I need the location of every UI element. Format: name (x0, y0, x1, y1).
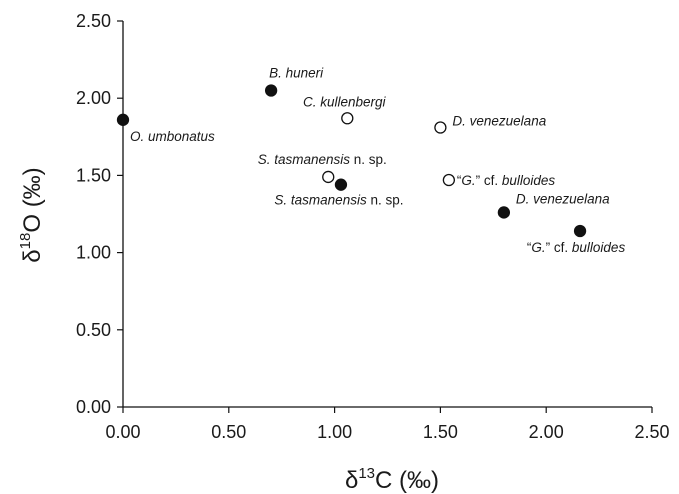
axes: 0.00 0.50 1.00 1.50 2.00 2.50 0.00 0.50 1.00 1.50… (76, 11, 670, 442)
point-label: S. tasmanensis n. sp. (274, 193, 403, 208)
open-data-point (434, 121, 447, 134)
x-tick-label: 2.50 (634, 422, 669, 442)
point-label: S. tasmanensis n. sp. (258, 152, 387, 167)
point-labels: O. umbonatus B. huneri S. tasmanensis n. s… (130, 65, 625, 255)
point-label: D. venezuelana (516, 191, 610, 206)
open-data-point (341, 112, 354, 125)
y-tick-label: 0.50 (76, 320, 111, 340)
open-data-point (322, 170, 335, 184)
data-points (116, 84, 587, 238)
y-tick-label: 1.00 (76, 243, 111, 263)
y-tick-label: 0.00 (76, 397, 111, 417)
point-label: O. umbonatus (130, 129, 215, 144)
filled-data-point (497, 206, 511, 219)
filled-data-point (573, 224, 587, 238)
x-tick-label: 1.00 (317, 422, 352, 442)
point-label: D. venezuelana (452, 114, 546, 129)
point-label: “G.” cf. bulloides (457, 173, 556, 188)
x-tick-label: 1.50 (423, 422, 458, 442)
y-axis-title: δ18O (‰) (17, 167, 46, 262)
y-tick-label: 2.00 (76, 88, 111, 108)
point-label: B. huneri (269, 65, 324, 80)
y-tick-label: 2.50 (76, 11, 111, 31)
filled-data-point (264, 84, 278, 97)
x-tick-label: 0.50 (211, 422, 246, 442)
y-tick-label: 1.50 (76, 165, 111, 185)
x-tick-label: 2.00 (529, 422, 564, 442)
x-tick-label: 0.00 (105, 422, 140, 442)
open-data-point (442, 173, 456, 187)
point-label: C. kullenbergi (303, 94, 387, 109)
point-label: “G.” cf. bulloides (527, 240, 626, 255)
filled-data-point (334, 178, 348, 191)
x-axis-title: δ13C (‰) (345, 465, 439, 494)
filled-data-point (116, 113, 130, 126)
